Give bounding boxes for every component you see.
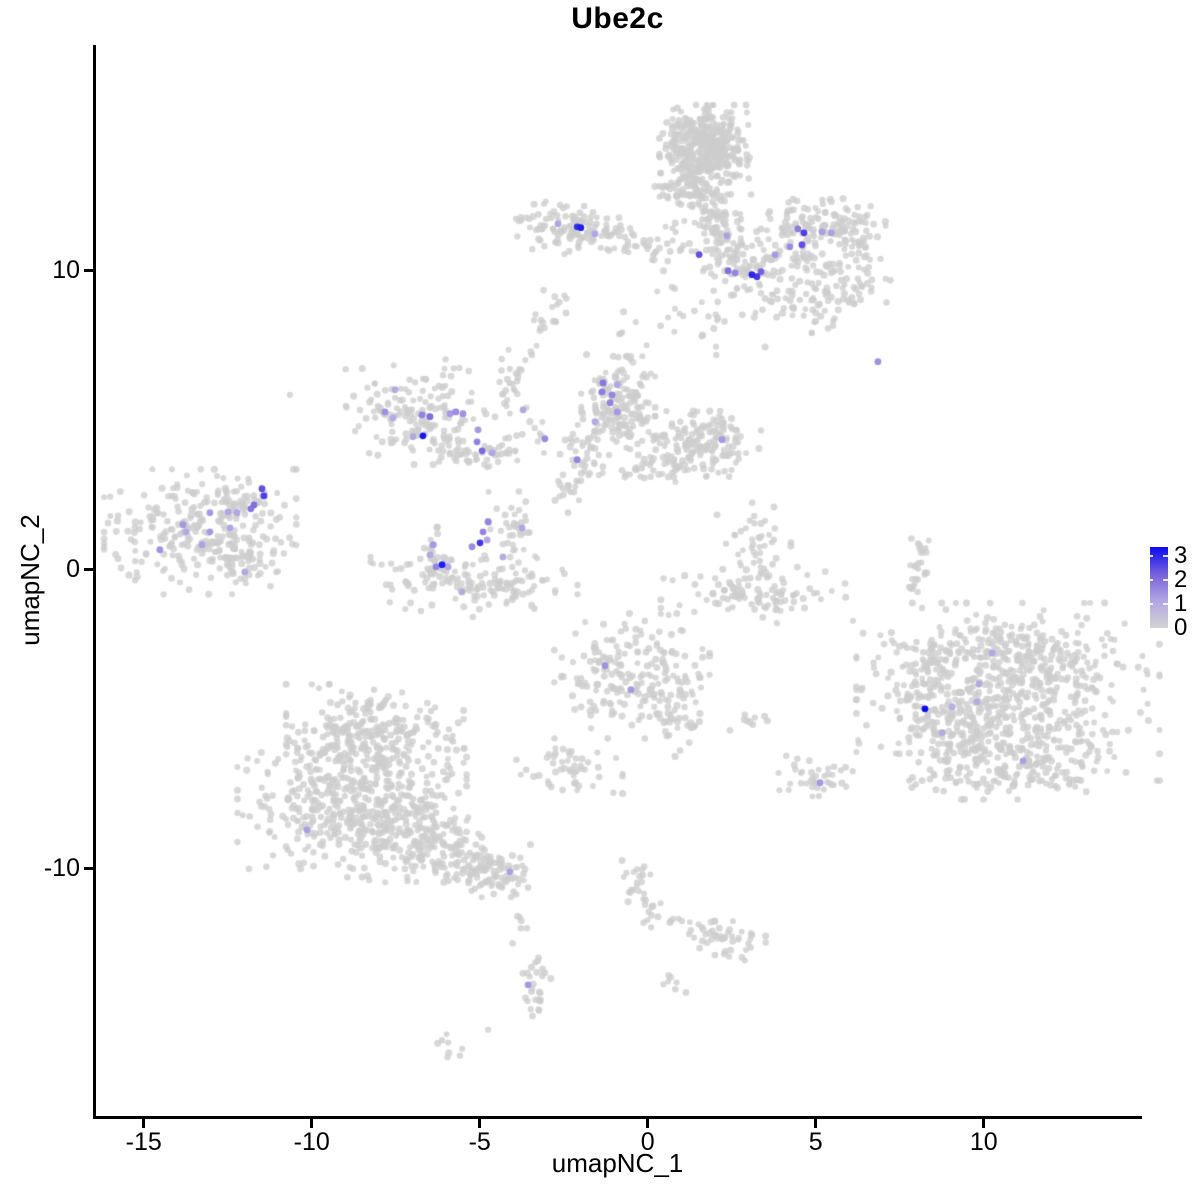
legend-label: 3 [1174,542,1188,569]
legend-tick-mark [1148,603,1153,605]
legend-label: 1 [1174,590,1188,617]
legend-tick-mark [1148,579,1153,581]
legend-label: 0 [1174,614,1188,641]
legend-tick-mark [1163,555,1168,557]
y-tick-mark [84,867,93,871]
x-tick-label: -15 [125,1128,162,1156]
x-tick-mark [310,1119,314,1128]
chart-title: Ube2c [571,2,664,35]
x-axis-line [93,1116,1142,1119]
legend-gradient-bar [1150,547,1168,628]
x-axis-label: umapNC_1 [551,1148,684,1178]
x-tick-mark [982,1119,986,1128]
y-tick-mark [84,269,93,273]
legend-tick-mark [1148,555,1153,557]
y-tick-label: 10 [52,255,80,284]
y-axis-line [93,45,96,1119]
y-tick-label: -10 [43,853,80,882]
x-tick-mark [142,1119,146,1128]
y-tick-label: 0 [66,554,80,583]
x-tick-mark [646,1119,650,1128]
x-tick-mark [478,1119,482,1128]
x-tick-label: 0 [640,1128,655,1156]
x-tick-label: -5 [468,1128,491,1156]
y-tick-mark [84,568,93,572]
x-tick-label: -10 [293,1128,330,1156]
legend-tick-mark [1163,603,1168,605]
x-tick-mark [814,1119,818,1128]
legend-tick-mark [1163,579,1168,581]
x-tick-label: 10 [969,1128,998,1156]
x-tick-label: 5 [808,1128,823,1156]
legend-label: 2 [1174,566,1188,593]
